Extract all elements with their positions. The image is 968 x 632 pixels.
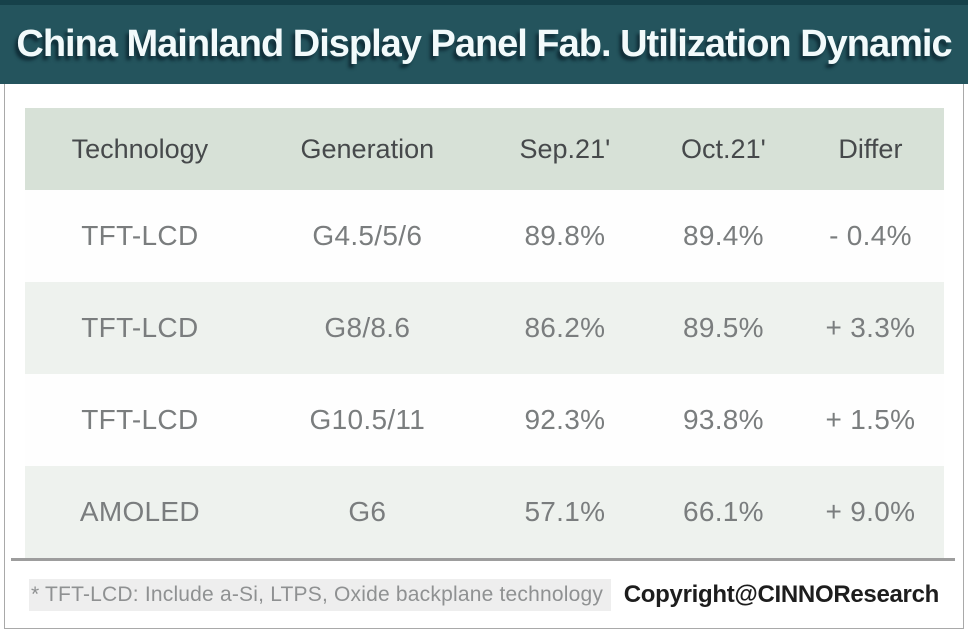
cell-differ: - 0.4% <box>829 220 912 251</box>
cell-sep21: 86.2% <box>524 312 606 343</box>
table-row: TFT-LCD G4.5/5/6 89.8% 89.4% - 0.4% <box>25 190 944 282</box>
cell-technology: TFT-LCD <box>81 220 199 251</box>
cell-differ: + 3.3% <box>825 312 916 343</box>
cell-technology: TFT-LCD <box>81 312 199 343</box>
cell-generation: G8/8.6 <box>324 312 411 343</box>
cell-sep21: 57.1% <box>524 496 606 527</box>
cell-technology: TFT-LCD <box>81 404 199 435</box>
copyright: Copyright@CINNOResearch <box>623 580 940 608</box>
column-header-differ: Differ <box>838 133 903 164</box>
cell-generation: G10.5/11 <box>309 404 426 435</box>
table-header-row: Technology Generation Sep.21' Oct.21' Di… <box>25 108 944 190</box>
footnote: * TFT-LCD: Include a-Si, LTPS, Oxide bac… <box>29 578 612 611</box>
cell-oct21: 89.5% <box>682 312 764 343</box>
cell-sep21: 89.8% <box>524 220 606 251</box>
table-row: AMOLED G6 57.1% 66.1% + 9.0% <box>25 466 944 558</box>
column-header-oct21: Oct.21' <box>681 133 766 164</box>
table-row: TFT-LCD G8/8.6 86.2% 89.5% + 3.3% <box>25 282 944 374</box>
cell-sep21: 92.3% <box>524 404 606 435</box>
cell-generation: G4.5/5/6 <box>312 220 423 251</box>
cell-oct21: 89.4% <box>682 220 764 251</box>
footer: * TFT-LCD: Include a-Si, LTPS, Oxide bac… <box>29 561 939 628</box>
footer-divider <box>11 558 955 561</box>
column-header-sep21: Sep.21' <box>519 133 611 164</box>
cell-oct21: 93.8% <box>682 404 764 435</box>
column-header-technology: Technology <box>71 133 209 164</box>
content-card: Technology Generation Sep.21' Oct.21' Di… <box>4 84 964 629</box>
column-header-generation: Generation <box>300 133 435 164</box>
page-title: China Mainland Display Panel Fab. Utiliz… <box>16 23 952 65</box>
cell-generation: G6 <box>348 496 387 527</box>
cell-technology: AMOLED <box>79 496 200 527</box>
cell-differ: + 1.5% <box>825 404 916 435</box>
cell-oct21: 66.1% <box>682 496 764 527</box>
table-row: TFT-LCD G10.5/11 92.3% 93.8% + 1.5% <box>25 374 944 466</box>
cell-differ: + 9.0% <box>825 496 916 527</box>
utilization-table: Technology Generation Sep.21' Oct.21' Di… <box>25 108 944 558</box>
title-banner: China Mainland Display Panel Fab. Utiliz… <box>0 0 968 84</box>
